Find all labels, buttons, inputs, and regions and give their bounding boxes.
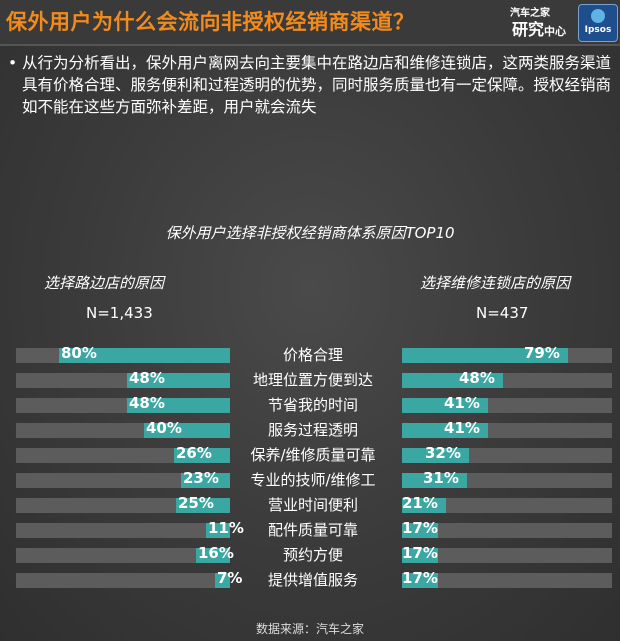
left-bar <box>144 423 230 438</box>
right-bar-label: 21% <box>402 494 438 512</box>
left-bar-label: 25% <box>178 494 214 512</box>
left-bar-track <box>16 548 230 563</box>
right-bar-label: 31% <box>423 469 459 487</box>
page-title: 保外用户为什么会流向非授权经销商渠道？ <box>6 10 415 34</box>
right-bar <box>402 573 438 588</box>
chart-row: 48% 地理位置方便到达 48% <box>0 368 620 393</box>
left-bar-track <box>16 573 230 588</box>
left-sample-size: N=1,433 <box>86 304 153 322</box>
left-bar-label: 7% <box>217 569 243 587</box>
brand-top-text: 汽车之家 <box>510 8 550 19</box>
right-bar-track <box>402 498 612 513</box>
left-bar <box>215 573 230 588</box>
right-bar-label: 79% <box>524 344 560 362</box>
right-bar-label: 17% <box>402 519 438 537</box>
right-bar <box>402 523 438 538</box>
chart-row: 7% 提供增值服务 17% <box>0 568 620 593</box>
chart-row: 80% 价格合理 79% <box>0 343 620 368</box>
right-bar-track <box>402 548 612 563</box>
title-bar: 保外用户为什么会流向非授权经销商渠道？ 汽车之家 研究中心 Ipsos <box>0 0 620 46</box>
right-bar <box>402 373 503 388</box>
category-label: 提供增值服务 <box>267 571 358 589</box>
left-bar-label: 48% <box>129 394 165 412</box>
summary-text: 从行为分析看出，保外用户离网去向主要集中在路边店和维修连锁店，这两类服务渠道具有… <box>22 54 612 116</box>
right-bar-label: 41% <box>444 419 480 437</box>
left-bar <box>127 373 230 388</box>
category-label: 专业的技师/维修工 <box>250 471 376 489</box>
right-series-label: 选择维修连锁店的原因 <box>420 274 571 292</box>
right-bar <box>402 548 438 563</box>
chart-row: 16% 预约方便 17% <box>0 543 620 568</box>
category-label: 节省我的时间 <box>267 396 358 414</box>
chart-row: 26% 保养/维修质量可靠 32% <box>0 443 620 468</box>
left-bar <box>174 448 230 463</box>
right-bar-label: 17% <box>402 569 438 587</box>
right-sample-size: N=437 <box>476 304 529 322</box>
right-bar <box>402 348 568 363</box>
chart-row: 23% 专业的技师/维修工 31% <box>0 468 620 493</box>
left-bar-label: 23% <box>183 469 219 487</box>
left-bar-label: 16% <box>198 544 234 562</box>
right-bar <box>402 423 488 438</box>
category-label: 配件质量可靠 <box>267 521 358 539</box>
ipsos-dot-icon <box>591 9 605 23</box>
chart-row: 25% 营业时间便利 21% <box>0 493 620 518</box>
left-bar-label: 26% <box>176 444 212 462</box>
chart-title: 保外用户选择非授权经销商体系原因TOP10 <box>165 224 455 242</box>
chart-row: 11% 配件质量可靠 17% <box>0 518 620 543</box>
brand-bottom-text: 研究中心 <box>512 16 566 40</box>
chart-row: 48% 节省我的时间 41% <box>0 393 620 418</box>
category-label: 保养/维修质量可靠 <box>250 446 376 464</box>
right-bar-label: 48% <box>459 369 495 387</box>
left-bar-label: 48% <box>129 369 165 387</box>
right-bar-label: 17% <box>402 544 438 562</box>
left-bar <box>176 498 230 513</box>
brand-bottom-small: 中心 <box>544 25 567 38</box>
left-bar-label: 40% <box>146 419 182 437</box>
category-label: 地理位置方便到达 <box>252 371 373 389</box>
data-source: 数据来源：汽车之家 <box>255 622 364 636</box>
ipsos-label: Ipsos <box>584 25 612 35</box>
left-bar <box>196 548 230 563</box>
left-bar <box>127 398 230 413</box>
left-bar <box>206 523 230 538</box>
right-bar-label: 32% <box>425 444 461 462</box>
left-bar <box>59 348 230 363</box>
category-label: 营业时间便利 <box>267 496 358 514</box>
left-bar-track <box>16 523 230 538</box>
right-bar <box>402 498 446 513</box>
right-bar <box>402 448 469 463</box>
right-bar-track <box>402 573 612 588</box>
ipsos-logo: Ipsos <box>578 4 618 42</box>
left-bar-label: 11% <box>208 519 244 537</box>
bullet-dot-icon: • <box>8 54 18 72</box>
left-bar-track <box>16 473 230 488</box>
category-label: 价格合理 <box>282 346 343 364</box>
left-series-label: 选择路边店的原因 <box>44 274 165 292</box>
right-bar-label: 41% <box>444 394 480 412</box>
autohome-research-logo: 汽车之家 研究中心 <box>510 4 570 42</box>
brand-bottom-main: 研究 <box>512 20 545 39</box>
chart-row: 40% 服务过程透明 41% <box>0 418 620 443</box>
category-label: 预约方便 <box>282 546 343 564</box>
left-bar-label: 80% <box>61 344 97 362</box>
right-bar <box>402 398 488 413</box>
right-bar <box>402 473 467 488</box>
right-bar-track <box>402 523 612 538</box>
left-bar <box>181 473 230 488</box>
category-label: 服务过程透明 <box>267 421 358 439</box>
